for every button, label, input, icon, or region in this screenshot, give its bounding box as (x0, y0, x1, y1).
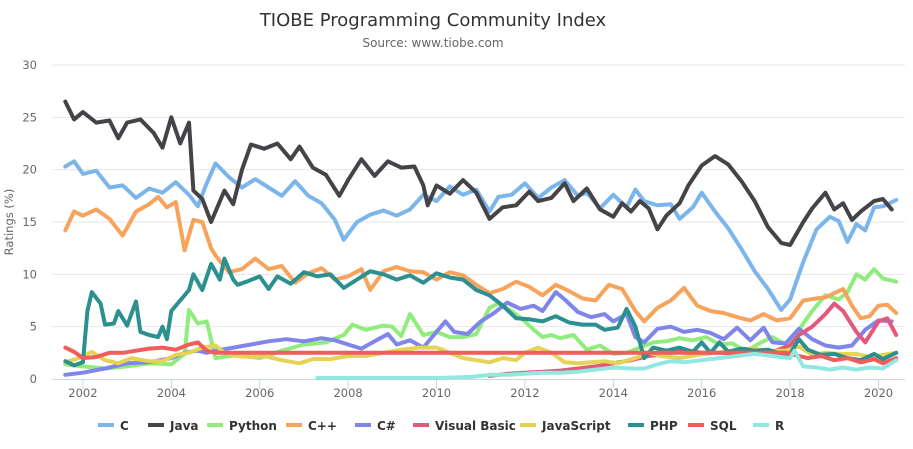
legend-label: C (120, 419, 129, 433)
y-tick-label: 25 (22, 110, 37, 124)
legend-label: C++ (308, 419, 337, 433)
x-tick-label: 2008 (333, 386, 362, 400)
series-line-sql[interactable] (63, 340, 899, 366)
y-tick-label: 5 (30, 320, 37, 334)
legend-label: R (775, 419, 784, 433)
legend-item[interactable]: SQL (688, 419, 737, 433)
y-tick-label: 20 (22, 163, 37, 177)
legend-item[interactable]: C++ (286, 419, 337, 433)
x-tick-label: 2020 (864, 386, 893, 400)
x-tick-label: 2006 (245, 386, 274, 400)
y-tick-label: 15 (22, 215, 37, 229)
legend-item[interactable]: JavaScript (520, 419, 611, 433)
legend-label: PHP (650, 419, 678, 433)
legend-label: C# (377, 419, 396, 433)
y-tick-label: 0 (30, 372, 37, 386)
y-axis-label: Ratings (%) (2, 189, 16, 256)
legend-item[interactable]: C (98, 419, 129, 433)
series-line-c[interactable] (63, 159, 899, 312)
x-tick-label: 2012 (510, 386, 539, 400)
y-axis-ticks: 0 5 10 15 20 25 30 (22, 58, 37, 386)
legend-item[interactable]: C# (355, 419, 396, 433)
x-tick-label: 2014 (599, 386, 628, 400)
legend-label: SQL (710, 419, 737, 433)
x-tick-label: 2018 (775, 386, 804, 400)
series-layer (63, 99, 899, 380)
x-tick-label: 2002 (68, 386, 97, 400)
x-axis: 2002 2004 2006 2008 2010 2012 2014 2016 2018 2020 (52, 379, 905, 400)
series-line-java[interactable] (63, 99, 894, 247)
legend-item[interactable]: PHP (628, 419, 678, 433)
series-line-r[interactable] (315, 348, 899, 380)
y-tick-label: 30 (22, 58, 37, 72)
legend-item[interactable]: Python (207, 419, 277, 433)
legend-label: JavaScript (541, 419, 611, 433)
x-tick-label: 2004 (157, 386, 186, 400)
y-tick-label: 10 (22, 267, 37, 281)
legend-label: Java (169, 419, 198, 433)
legend-label: Visual Basic (435, 419, 516, 433)
x-tick-label: 2010 (422, 386, 451, 400)
legend-label: Python (229, 419, 277, 433)
x-tick-label: 2016 (687, 386, 716, 400)
legend-item[interactable]: Visual Basic (413, 419, 516, 433)
series-line-php[interactable] (63, 256, 899, 368)
chart-title: TIOBE Programming Community Index (259, 10, 607, 31)
series-line-csharp[interactable] (63, 290, 894, 377)
chart-subtitle: Source: www.tiobe.com (362, 36, 503, 50)
legend-item[interactable]: R (753, 419, 784, 433)
series-line-cpp[interactable] (63, 194, 899, 324)
legend: C Java Python C++ C# Visual Basic JavaScript PH… (98, 419, 784, 433)
legend-item[interactable]: Java (148, 419, 198, 433)
